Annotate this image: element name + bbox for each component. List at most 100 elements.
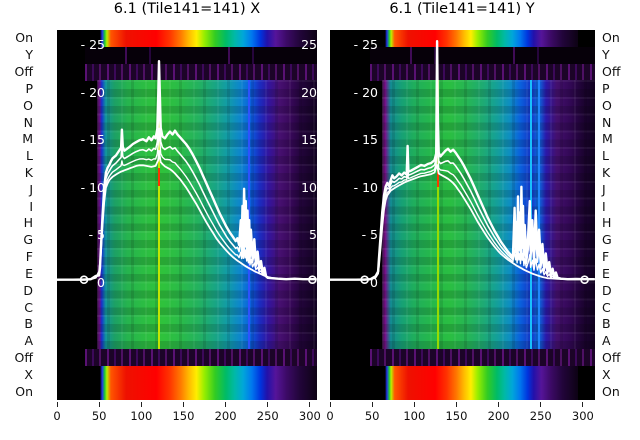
- x-tick-mark: [267, 402, 269, 407]
- gain-curve-strand-2: [57, 127, 317, 281]
- x-tick-label: 200: [487, 409, 510, 423]
- row-label-h-11: H: [23, 215, 33, 231]
- rfi-line: [158, 80, 160, 349]
- gain-curve-strand-3: [330, 164, 595, 281]
- x-tick-label: 100: [403, 409, 426, 423]
- row-label-c-16: C: [602, 299, 611, 315]
- y-tick-label-right: 25: [301, 37, 317, 52]
- panel-y-title: 6.1 (Tile141=141) Y: [389, 1, 535, 17]
- heatmap-row-off-bottom: [370, 349, 595, 366]
- row-label-on-0: On: [602, 30, 620, 46]
- heatmap-column-streaks: [382, 80, 595, 349]
- heatmap-row-x-on-bottom: [100, 366, 317, 400]
- x-tick-mark: [371, 402, 373, 407]
- x-tick-label: 0: [326, 409, 334, 423]
- row-label-n-5: N: [602, 114, 612, 130]
- row-label-g-12: G: [23, 231, 33, 247]
- x-tick-mark: [540, 402, 542, 407]
- baseline-marker: [79, 275, 89, 284]
- x-tick-label: 150: [172, 409, 195, 423]
- gain-curves-overlay: [57, 60, 317, 284]
- row-label-p-3: P: [602, 80, 610, 96]
- row-label-o-4: O: [23, 97, 33, 113]
- x-tick-label: 200: [214, 409, 237, 423]
- x-tick-mark: [455, 402, 457, 407]
- row-label-l-7: L: [602, 147, 609, 163]
- row-label-x-20: X: [602, 366, 611, 382]
- rfi-line: [437, 80, 439, 349]
- row-label-o-4: O: [602, 97, 612, 113]
- gain-curve-strand-1: [330, 89, 595, 281]
- row-label-p-3: P: [25, 80, 33, 96]
- rfi-line: [538, 80, 540, 349]
- x-tick-label: 250: [529, 409, 552, 423]
- y-tick-label-left: - 10: [80, 179, 105, 195]
- y-tick-label-left: - 25: [80, 37, 105, 52]
- row-label-off-2: Off: [14, 63, 33, 79]
- y-tick-label-right: 5: [309, 227, 317, 243]
- heatmap-panel-y: - 25 - 20 - 15 - 10 - 5 0: [330, 30, 595, 400]
- heatmap-row-off-bottom: [85, 349, 317, 366]
- y-tick-label-right: 20: [301, 84, 317, 100]
- x-axis-panel-x: 0 50 100 150 200 250 300: [53, 400, 321, 430]
- y-tick-label-left: - 10: [353, 179, 378, 195]
- row-label-f-13: F: [602, 248, 610, 264]
- x-tick-mark: [225, 402, 227, 407]
- row-label-j-9: J: [602, 181, 606, 197]
- row-label-y-1: Y: [25, 46, 33, 62]
- x-tick-label: 250: [256, 409, 279, 423]
- x-tick-mark: [182, 402, 184, 407]
- x-tick-label: 50: [91, 409, 107, 423]
- row-label-column-right: On Y Off P O N M L K J I H G F E D C B A Off X On: [602, 30, 640, 400]
- y-tick-label-left: 0: [370, 275, 378, 290]
- x-tick-mark: [140, 402, 142, 407]
- row-label-i-10: I: [29, 198, 33, 214]
- row-label-n-5: N: [23, 114, 33, 130]
- x-axis-panel-y: 0 50 100 150 200 250 300: [326, 400, 595, 430]
- rfi-line: [248, 80, 250, 349]
- heatmap-row-off-top: [370, 64, 595, 81]
- row-label-k-8: K: [602, 164, 611, 180]
- x-tick-label: 50: [364, 409, 380, 423]
- x-tick-label: 300: [298, 409, 321, 423]
- y-tick-label-left: - 15: [353, 132, 378, 148]
- gain-curve-strand-0: [57, 60, 317, 281]
- panel-x-title: 6.1 (Tile141=141) X: [113, 1, 261, 17]
- baseline-marker: [308, 275, 317, 284]
- row-label-y-1: Y: [602, 46, 610, 62]
- y-tick-label-left: - 20: [80, 84, 105, 100]
- row-label-m-6: M: [602, 131, 613, 147]
- baseline-marker: [580, 275, 589, 284]
- row-label-a-18: A: [602, 332, 611, 348]
- x-tick-mark: [98, 402, 100, 407]
- row-label-l-7: L: [26, 147, 33, 163]
- x-tick-mark: [498, 402, 500, 407]
- row-label-off-19: Off: [602, 349, 621, 365]
- rfi-line: [437, 170, 439, 187]
- row-label-on-21: On: [15, 383, 33, 399]
- y-tick-label-right: 10: [301, 179, 317, 195]
- y-tick-label-right: 15: [301, 132, 317, 148]
- x-tick-mark: [56, 402, 58, 407]
- x-tick-label: 100: [130, 409, 153, 423]
- y-tick-label-left: 0: [97, 275, 105, 290]
- y-tick-label-left: - 20: [353, 84, 378, 100]
- row-label-k-8: K: [24, 164, 33, 180]
- row-label-on-21: On: [602, 383, 620, 399]
- row-label-a-18: A: [24, 332, 33, 348]
- x-tick-mark: [582, 402, 584, 407]
- row-label-c-16: C: [24, 299, 33, 315]
- x-tick-mark: [413, 402, 415, 407]
- heatmap-row-x-on-bottom: [385, 366, 578, 400]
- baseline-marker: [360, 275, 369, 284]
- x-tick-mark: [329, 402, 331, 407]
- heatmap-row-y: [370, 47, 595, 64]
- x-tick-mark: [309, 402, 311, 407]
- row-label-j-9: J: [29, 181, 33, 197]
- y-tick-label-left: - 15: [80, 132, 105, 148]
- row-label-x-20: X: [24, 366, 33, 382]
- y-tick-label-left: - 25: [353, 37, 378, 52]
- row-label-off-2: Off: [602, 63, 621, 79]
- row-label-on-0: On: [15, 30, 33, 46]
